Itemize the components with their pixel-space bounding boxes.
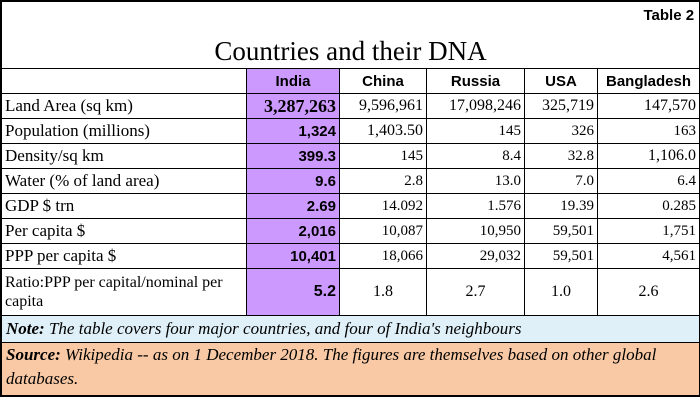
bangladesh-cell: 2.6 [596,268,700,316]
note-text: Note: The table covers four major countr… [0,315,700,343]
russia-cell: 29,032 [426,243,525,269]
column-header-bangladesh: Bangladesh [596,68,700,94]
india-cell: 2.69 [246,193,340,219]
russia-cell: 145 [426,118,525,144]
china-cell: 14.092 [339,193,427,219]
column-header-russia: Russia [426,68,525,94]
russia-cell: 2.7 [426,268,525,316]
row-label: Ratio:PPP per capital/nominal per capita [1,268,247,316]
note-lead: Note: [6,319,45,338]
row-label: Per capita $ [1,218,247,244]
china-cell: 18,066 [339,243,427,269]
china-cell: 145 [339,143,427,169]
header-blank-cell [1,68,247,94]
india-cell: 5.2 [246,268,340,316]
india-cell: 399.3 [246,143,340,169]
bangladesh-cell: 163 [596,118,700,144]
row-label: PPP per capita $ [1,243,247,269]
usa-cell: 1.0 [524,268,598,316]
data-table-container: Table 2 Countries and their DNA India Ch… [0,0,700,397]
note-row: Note: The table covers four major countr… [0,315,700,343]
usa-cell: 59,501 [524,243,598,269]
table-row: Per capita $ 2,016 10,087 10,950 59,501 … [1,218,700,244]
source-body: Wikipedia -- as on 1 December 2018. The … [6,345,657,388]
russia-cell: 1.576 [426,193,525,219]
china-cell: 9,596,961 [339,93,427,119]
india-cell: 3,287,263 [246,93,340,119]
usa-cell: 59,501 [524,218,598,244]
source-lead: Source: [6,345,61,364]
table-row: PPP per capita $ 10,401 18,066 29,032 59… [1,243,700,269]
bangladesh-cell: 147,570 [596,93,700,119]
table-row: Population (millions) 1,324 1,403.50 145… [1,118,700,144]
table-row: Land Area (sq km) 3,287,263 9,596,961 17… [1,93,700,119]
table-title: Countries and their DNA [0,28,700,69]
column-header-row: India China Russia USA Bangladesh [1,68,700,94]
countries-table: Table 2 Countries and their DNA India Ch… [0,1,700,396]
china-cell: 2.8 [339,168,427,194]
source-row: Source: Wikipedia -- as on 1 December 20… [0,342,700,396]
table-row: Density/sq km 399.3 145 8.4 32.8 1,106.0 [1,143,700,169]
india-cell: 1,324 [246,118,340,144]
bangladesh-cell: 1,106.0 [596,143,700,169]
usa-cell: 19.39 [524,193,598,219]
row-label: GDP $ trn [1,193,247,219]
bangladesh-cell: 4,561 [596,243,700,269]
row-label: Land Area (sq km) [1,93,247,119]
row-label: Water (% of land area) [1,168,247,194]
russia-cell: 8.4 [426,143,525,169]
bangladesh-cell: 1,751 [596,218,700,244]
india-cell: 9.6 [246,168,340,194]
column-header-china: China [339,68,427,94]
table-row: Ratio:PPP per capital/nominal per capita… [1,268,700,316]
table-row: Water (% of land area) 9.6 2.8 13.0 7.0 … [1,168,700,194]
usa-cell: 32.8 [524,143,598,169]
table-tag-row: Table 2 [0,1,700,28]
usa-cell: 7.0 [524,168,598,194]
india-cell: 10,401 [246,243,340,269]
row-label: Density/sq km [1,143,247,169]
russia-cell: 10,950 [426,218,525,244]
bangladesh-cell: 6.4 [596,168,700,194]
china-cell: 1.8 [339,268,427,316]
bangladesh-cell: 0.285 [596,193,700,219]
usa-cell: 325,719 [524,93,598,119]
india-cell: 2,016 [246,218,340,244]
usa-cell: 326 [524,118,598,144]
column-header-india: India [246,68,340,94]
russia-cell: 13.0 [426,168,525,194]
china-cell: 10,087 [339,218,427,244]
table-number-label: Table 2 [0,1,700,28]
china-cell: 1,403.50 [339,118,427,144]
source-text: Source: Wikipedia -- as on 1 December 20… [0,342,700,396]
row-label: Population (millions) [1,118,247,144]
note-body: The table covers four major countries, a… [44,319,522,338]
title-row: Countries and their DNA [0,28,700,69]
column-header-usa: USA [524,68,598,94]
table-row: GDP $ trn 2.69 14.092 1.576 19.39 0.285 [1,193,700,219]
russia-cell: 17,098,246 [426,93,525,119]
